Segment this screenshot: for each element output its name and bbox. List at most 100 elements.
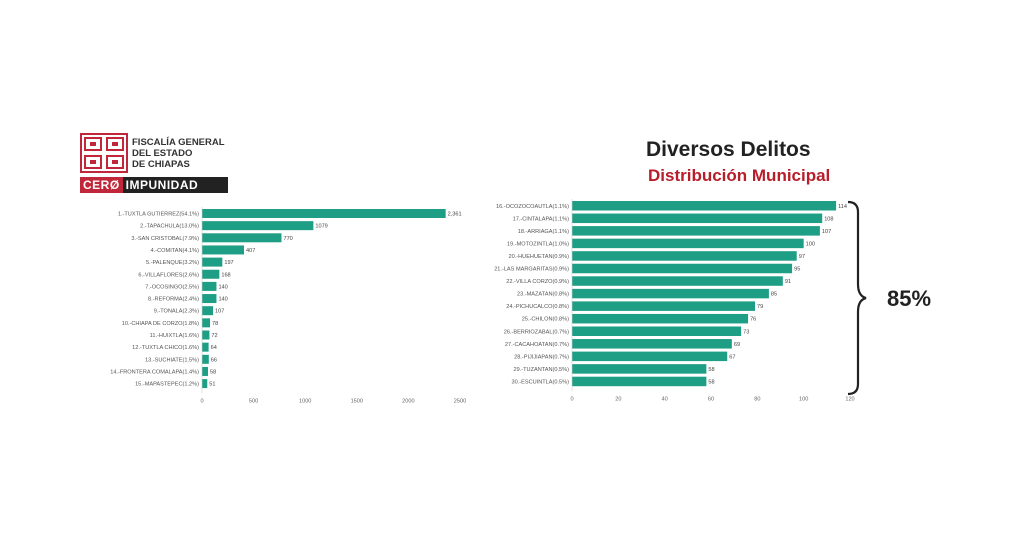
right-x-tick-label: 120	[845, 396, 854, 402]
left-bar	[202, 342, 209, 352]
right-bar	[572, 313, 749, 324]
left-category-label: 13.-SUCHIATE(1.5%)	[145, 357, 199, 363]
left-category-label: 12.-TUXTLA CHICO(1.6%)	[132, 345, 199, 351]
left-bar	[202, 318, 211, 328]
left-category-label: 1.-TUXTLA GUTIERREZ(54.1%)	[118, 212, 199, 218]
right-bar	[572, 288, 769, 299]
left-value-label: 51	[209, 382, 215, 388]
left-bar	[202, 366, 208, 376]
right-value-label: 97	[799, 254, 805, 260]
right-x-tick-label: 60	[708, 396, 714, 402]
right-category-label: 27.-CACAHOATAN(0.7%)	[505, 342, 569, 348]
fiscalia-emblem-icon	[80, 133, 128, 173]
left-category-label: 6.-VILLAFLORES(2.6%)	[138, 272, 199, 278]
logo-line-3: DE CHIAPAS	[132, 159, 190, 170]
logo-line-2: DEL ESTADO	[132, 148, 193, 159]
logo-text: FISCALÍA GENERAL DEL ESTADO DE CHIAPAS	[132, 137, 225, 170]
left-bar-chart: 1.-TUXTLA GUTIERREZ(54.1%) 2,361 2.-TAPACH…	[110, 207, 466, 404]
right-value-label: 95	[794, 267, 800, 273]
left-bar	[202, 233, 282, 243]
right-category-label: 26.-BERRIOZABAL(0.7%)	[504, 329, 569, 335]
right-bar	[572, 201, 837, 211]
brace	[847, 200, 867, 396]
left-value-label: 107	[215, 309, 224, 315]
left-bar	[202, 306, 214, 316]
left-bar	[202, 330, 210, 340]
right-value-label: 79	[757, 304, 763, 310]
left-bar	[202, 245, 245, 255]
left-x-tick-label: 2000	[402, 398, 414, 404]
left-category-label: 7.-OCOSINGO(2.5%)	[145, 284, 199, 290]
right-category-label: 22.-VILLA CORZO(0.9%)	[506, 279, 569, 285]
left-value-label: 58	[210, 369, 216, 375]
right-value-label: 100	[806, 241, 815, 247]
fiscalia-logo: FISCALÍA GENERAL DEL ESTADO DE CHIAPAS C…	[80, 133, 230, 195]
left-bar	[202, 354, 209, 364]
right-category-label: 21.-LAS MARGARITAS(0.9%)	[494, 267, 569, 273]
left-value-label: 78	[212, 321, 218, 327]
right-category-label: 20.-HUEHUETAN(0.9%)	[508, 254, 569, 260]
right-x-tick-label: 0	[570, 396, 573, 402]
right-bar-chart: 16.-OCOZOCOAUTLA(1.1%) 114 17.-CINTALAPA(1…	[494, 199, 855, 402]
left-value-label: 197	[224, 260, 233, 266]
right-category-label: 25.-CHILON(0.8%)	[522, 317, 569, 323]
right-bar	[572, 238, 804, 249]
left-value-label: 72	[211, 333, 217, 339]
left-value-label: 140	[218, 284, 227, 290]
right-value-label: 91	[785, 279, 791, 285]
left-x-tick-label: 1000	[299, 398, 311, 404]
right-category-label: 30.-ESCUINTLA(0.5%)	[511, 379, 569, 385]
right-value-label: 58	[708, 367, 714, 373]
right-bar	[572, 376, 707, 387]
left-value-label: 1079	[315, 224, 327, 230]
left-bar	[202, 257, 223, 267]
cero-impunidad-band: CERØ IMPUNIDAD	[80, 177, 228, 193]
right-value-label: 67	[729, 354, 735, 360]
left-category-label: 14.-FRONTERA COMALAPA(1.4%)	[110, 369, 199, 375]
right-category-label: 17.-CINTALAPA(1.1%)	[513, 216, 570, 222]
left-value-label: 66	[211, 357, 217, 363]
right-x-tick-label: 40	[662, 396, 668, 402]
left-bar	[202, 269, 220, 279]
right-bar	[572, 213, 823, 224]
left-bar	[202, 221, 314, 231]
right-category-label: 28.-PIJIJIAPAN(0.7%)	[514, 354, 569, 360]
left-category-label: 11.-HUIXTLA(1.6%)	[150, 333, 199, 339]
percent-label: 85%	[887, 286, 932, 311]
right-bar	[572, 276, 783, 286]
left-category-label: 2.-TAPACHULA(13.0%)	[140, 224, 199, 230]
right-x-tick-label: 20	[615, 396, 621, 402]
left-value-label: 140	[218, 297, 227, 303]
right-value-label: 58	[708, 379, 714, 385]
right-value-label: 107	[822, 229, 831, 235]
right-category-label: 18.-ARRIAGA(1.1%)	[518, 229, 569, 235]
left-category-label: 5.-PALENQUE(3.2%)	[146, 260, 199, 266]
left-category-label: 8.-REFORMA(2.4%)	[148, 297, 199, 303]
right-bar	[572, 326, 742, 336]
right-bar	[572, 301, 756, 311]
logo-line-1: FISCALÍA GENERAL	[132, 137, 225, 148]
right-category-label: 16.-OCOZOCOAUTLA(1.1%)	[496, 204, 569, 210]
left-category-label: 15.-MAPASTEPEC(1.2%)	[135, 382, 199, 388]
chart-title: Diversos Delitos	[646, 138, 811, 161]
left-x-tick-label: 2500	[454, 398, 466, 404]
right-bar	[572, 351, 728, 362]
right-bar	[572, 226, 820, 236]
logo-band-impunidad: IMPUNIDAD	[125, 178, 199, 192]
right-category-label: 23.-MAZATAN(0.8%)	[517, 292, 569, 298]
left-category-label: 9.-TONALA(2.3%)	[154, 309, 199, 315]
right-value-label: 114	[838, 204, 847, 210]
right-bar	[572, 263, 793, 274]
left-x-tick-label: 500	[249, 398, 258, 404]
right-value-label: 76	[750, 317, 756, 323]
right-category-label: 29.-TUZANTAN(0.5%)	[513, 367, 569, 373]
right-bar	[572, 339, 732, 349]
right-x-tick-label: 100	[799, 396, 808, 402]
right-x-tick-label: 80	[754, 396, 760, 402]
chart-subtitle: Distribución Municipal	[648, 166, 831, 185]
right-value-label: 108	[824, 216, 833, 222]
right-category-label: 24.-PICHUCALCO(0.8%)	[506, 304, 569, 310]
right-value-label: 73	[743, 329, 749, 335]
left-category-label: 10.-CHIAPA DE CORZO(1.8%)	[122, 321, 199, 327]
